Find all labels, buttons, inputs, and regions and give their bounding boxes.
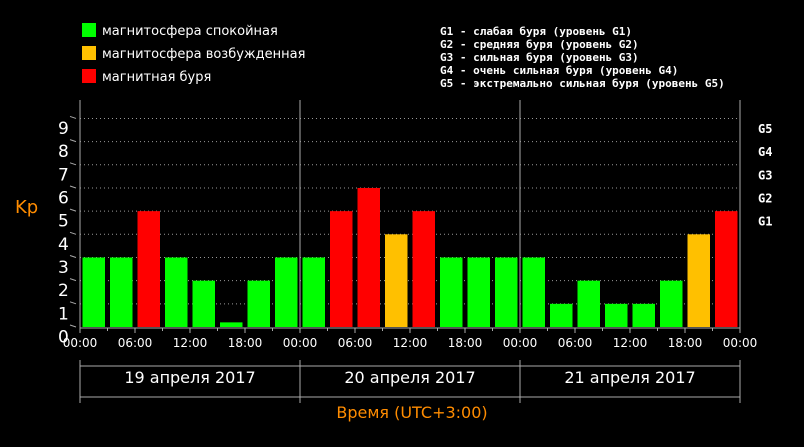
- x-tick-label: 06:00: [118, 336, 153, 350]
- g-tick-label: G4: [758, 145, 772, 159]
- y-tick-label: 0: [58, 328, 69, 348]
- kp-bar: [467, 257, 490, 327]
- storm-level-g5: G5 - экстремально сильная буря (уровень …: [440, 77, 725, 90]
- y-tick-mark: [69, 208, 77, 212]
- y-tick-label: 7: [58, 165, 69, 185]
- legend-swatch-active: [82, 46, 96, 60]
- kp-bar: [550, 303, 573, 327]
- legend-label-storm: магнитная буря: [102, 70, 211, 85]
- y-tick-mark: [69, 301, 77, 305]
- kp-bar: [357, 187, 380, 327]
- legend-swatch-storm: [82, 69, 96, 83]
- x-tick-label: 00:00: [283, 336, 318, 350]
- y-tick-label: 9: [58, 119, 69, 139]
- kp-bar: [165, 257, 188, 327]
- kp-bar: [275, 257, 298, 327]
- kp-bar: [302, 257, 325, 327]
- kp-bar: [137, 211, 160, 327]
- x-tick-label: 18:00: [668, 336, 703, 350]
- x-tick-label: 12:00: [173, 336, 208, 350]
- y-tick-label: 8: [58, 142, 69, 162]
- y-tick-mark: [69, 231, 77, 235]
- x-axis-label: Время (UTC+3:00): [336, 403, 487, 422]
- g-tick-label: G1: [758, 215, 772, 229]
- kp-bar: [605, 303, 628, 327]
- x-tick-label: 18:00: [448, 336, 483, 350]
- x-tick-label: 06:00: [558, 336, 593, 350]
- kp-bar: [660, 280, 683, 327]
- kp-bar: [632, 303, 655, 327]
- x-tick-label: 12:00: [613, 336, 648, 350]
- y-tick-mark: [69, 278, 77, 282]
- x-tick-label: 00:00: [503, 336, 538, 350]
- y-tick-label: 6: [58, 189, 69, 209]
- y-tick-mark: [69, 139, 77, 143]
- kp-bar: [412, 211, 435, 327]
- g-tick-label: G3: [758, 168, 772, 182]
- day-label-1: 19 апреля 2017: [124, 368, 255, 387]
- g-tick-label: G2: [758, 192, 772, 206]
- y-tick-mark: [69, 185, 77, 189]
- x-tick-label: 12:00: [393, 336, 428, 350]
- storm-levels-legend: G1 - слабая буря (уровень G1) G2 - средн…: [440, 25, 725, 90]
- kp-bar: [495, 257, 518, 327]
- legend: магнитосфера спокойная магнитосфера возб…: [82, 23, 305, 85]
- kp-bar: [220, 322, 243, 327]
- storm-level-g3: G3 - сильная буря (уровень G3): [440, 51, 639, 64]
- y-tick-label: 1: [58, 304, 69, 324]
- legend-label-quiet: магнитосфера спокойная: [102, 24, 278, 39]
- y-axis-label: Kp: [15, 197, 38, 218]
- x-tick-label: 06:00: [338, 336, 373, 350]
- legend-label-active: магнитосфера возбужденная: [102, 47, 305, 62]
- day-label-2: 20 апреля 2017: [344, 368, 475, 387]
- kp-bar: [82, 257, 105, 327]
- y-tick-label: 5: [58, 212, 69, 232]
- kp-bar: [715, 211, 738, 327]
- x-tick-label: 00:00: [63, 336, 98, 350]
- y-tick-mark: [69, 115, 77, 119]
- kp-bar: [577, 280, 600, 327]
- x-tick-label: 18:00: [228, 336, 263, 350]
- y-tick-label: 4: [58, 235, 69, 255]
- kp-bar: [385, 234, 408, 327]
- day-bracket: [79, 360, 741, 403]
- y-tick-mark: [69, 255, 77, 258]
- kp-bar: [522, 257, 545, 327]
- x-tick-label: 00:00: [723, 336, 758, 350]
- y-tick-mark: [69, 324, 77, 328]
- kp-bar: [440, 257, 463, 327]
- kp-bar: [330, 211, 353, 327]
- day-label-3: 21 апреля 2017: [564, 368, 695, 387]
- g-tick-label: G5: [758, 122, 772, 136]
- storm-level-g1: G1 - слабая буря (уровень G1): [440, 25, 632, 38]
- y-tick-label: 2: [58, 281, 69, 301]
- kp-bar: [192, 280, 215, 327]
- storm-level-g4: G4 - очень сильная буря (уровень G4): [440, 64, 678, 77]
- kp-bar: [110, 257, 133, 327]
- y-tick-label: 3: [58, 258, 69, 278]
- kp-bar: [687, 234, 710, 327]
- y-tick-mark: [69, 162, 77, 166]
- kp-bar: [247, 280, 270, 327]
- storm-level-g2: G2 - средняя буря (уровень G2): [440, 38, 639, 51]
- legend-swatch-quiet: [82, 23, 96, 37]
